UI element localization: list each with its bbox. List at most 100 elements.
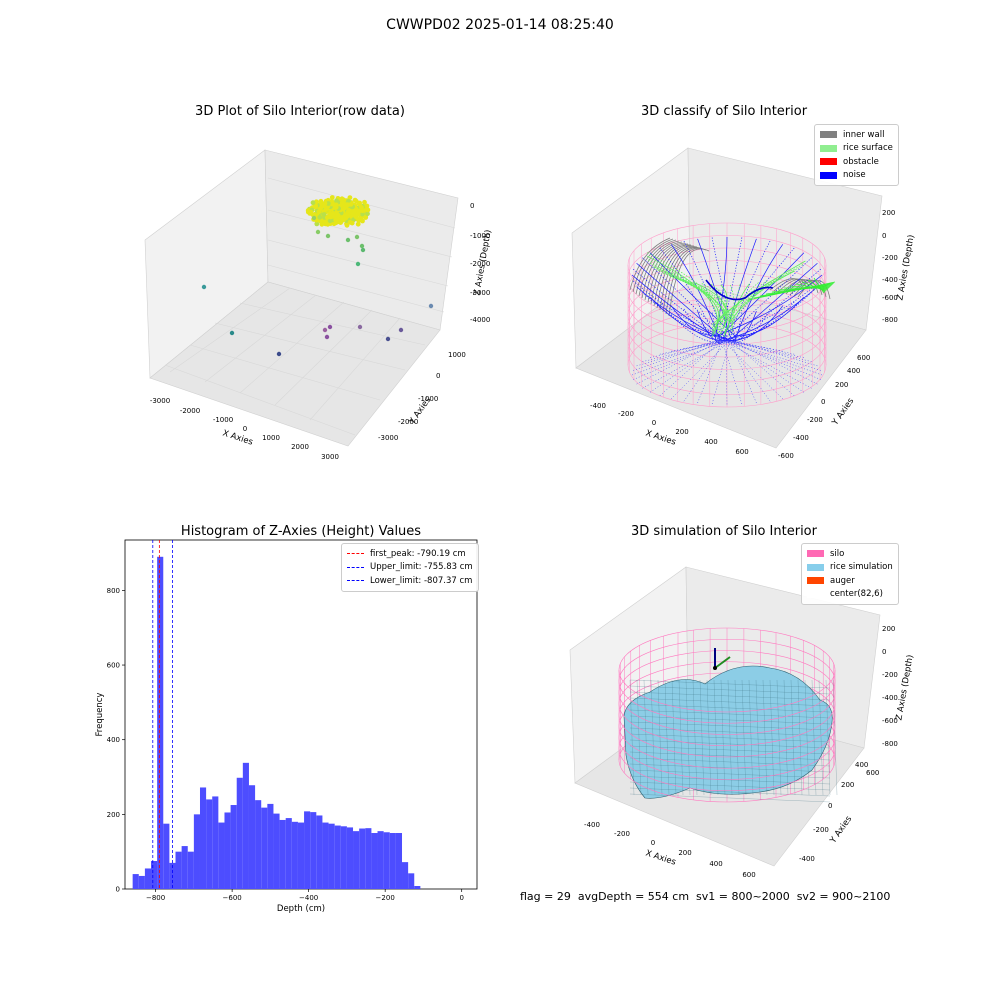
- auger-blade: [714, 656, 731, 669]
- noise-trace: [683, 339, 727, 402]
- histogram-bar: [175, 851, 182, 889]
- noise-trace: [719, 237, 743, 343]
- x-tick-label: -400: [590, 402, 606, 410]
- silo-wire-ring: [618, 737, 836, 780]
- data-point: [325, 233, 331, 239]
- z-tick-label: 0: [882, 648, 886, 656]
- histogram-bar: [206, 799, 213, 889]
- data-point: [201, 284, 207, 290]
- rice-surface-trace: [715, 264, 804, 329]
- noise-trace: [642, 339, 731, 362]
- figure-title: CWWPD02 2025-01-14 08:25:40: [386, 17, 614, 33]
- z-tick-label: 0: [470, 202, 474, 210]
- data-point: [348, 201, 354, 207]
- rice-surface-trace: [727, 284, 741, 326]
- inner-wall-trace: [641, 241, 683, 299]
- noise-trace: [671, 339, 731, 399]
- x-tick-label: 200: [678, 849, 691, 857]
- rice-surface-trace: [711, 284, 728, 332]
- inner-wall-trace: [668, 248, 710, 317]
- rice-surface-trace: [715, 280, 768, 332]
- data-point: [329, 201, 335, 207]
- data-point: [317, 214, 323, 220]
- data-point: [360, 218, 365, 224]
- x-tick-label: 0: [651, 839, 655, 847]
- x-tick-label: −600: [223, 894, 242, 902]
- z-tick-label: -600: [882, 294, 898, 302]
- histogram-bar: [402, 862, 409, 889]
- data-point: [229, 330, 235, 336]
- surface-mesh-line: [755, 679, 761, 796]
- data-point: [339, 200, 345, 206]
- x-tick-label: 3000: [321, 453, 339, 461]
- data-point: [322, 218, 328, 224]
- silo-wire-ring: [618, 669, 836, 713]
- noise-trace: [697, 339, 723, 404]
- classify-plot-title: 3D classify of Silo Interior: [640, 104, 808, 119]
- data-point: [355, 221, 361, 227]
- legend-item-inner-wall: inner wall: [820, 128, 893, 142]
- legend-label: rice surface: [843, 143, 893, 154]
- data-point: [356, 201, 362, 207]
- y-tick-label: -400: [799, 855, 815, 863]
- surface-mesh-line: [825, 679, 831, 796]
- histogram-bar: [151, 861, 158, 889]
- surface-mesh-line: [741, 679, 747, 796]
- data-point: [310, 200, 316, 206]
- histogram-bar: [132, 874, 139, 889]
- y-tick-label: 0: [436, 372, 440, 380]
- histogram-bar: [297, 822, 305, 889]
- noise-trace: [705, 279, 774, 301]
- data-point: [355, 261, 361, 267]
- raw-plot-axes: [144, 149, 459, 447]
- rice-surface-trace: [723, 283, 750, 338]
- z-tick-label: -800: [882, 740, 898, 748]
- inner-wall-trace: [656, 246, 698, 309]
- histogram-bar: [377, 831, 384, 889]
- x-axis-label: X Axies: [644, 428, 677, 447]
- surface-mesh-line: [734, 679, 740, 796]
- surface-mesh-line: [776, 679, 782, 796]
- data-point: [360, 211, 365, 217]
- x-axis-label: X Axies: [221, 428, 254, 447]
- histogram-bar: [291, 821, 298, 889]
- z-tick-label: -800: [882, 316, 898, 324]
- legend-item-rice-simulation: rice simulation: [807, 561, 893, 575]
- surface-mesh-line: [699, 679, 705, 796]
- surface-mesh-line: [818, 679, 824, 796]
- histogram-bar: [218, 822, 225, 889]
- surface-mesh-line: [629, 715, 831, 725]
- data-point: [313, 203, 319, 209]
- surface-mesh-line: [650, 679, 656, 796]
- z-axis-label: Z Axies (Depth): [895, 234, 916, 301]
- legend-swatch: [820, 144, 837, 152]
- histogram-bar: [163, 823, 170, 889]
- y-tick-label: 200: [835, 381, 848, 389]
- inner-wall-trace: [632, 238, 674, 293]
- noise-trace: [729, 240, 771, 339]
- legend-item-lower-limit: Lower_limit: -807.37 cm: [347, 574, 473, 588]
- surface-mesh-line: [804, 679, 810, 796]
- surface-mesh-line: [629, 727, 831, 737]
- noise-trace: [734, 297, 805, 337]
- z-axis-label: Z Axies (Depth): [894, 654, 915, 721]
- data-point: [346, 208, 352, 213]
- rice-surface-trace: [789, 285, 829, 290]
- rice-simulation-surface: [623, 665, 833, 799]
- data-point: [339, 196, 345, 202]
- data-point: [321, 212, 327, 217]
- histogram-bar: [304, 811, 311, 889]
- y-tick-label: 400: [107, 736, 120, 744]
- x-tick-label: −400: [299, 894, 318, 902]
- histogram-bar: [353, 831, 360, 889]
- noise-trace: [729, 263, 818, 341]
- data-point: [331, 221, 337, 227]
- classify-point-cloud: [627, 222, 836, 408]
- data-point: [317, 218, 323, 224]
- surface-mesh-line: [636, 679, 642, 796]
- x-tick-label: -200: [614, 830, 630, 838]
- legend-item-upper-limit: Upper_limit: -755.83 cm: [347, 561, 473, 575]
- histogram-bar: [187, 851, 194, 889]
- rice-surface-trace: [701, 283, 726, 338]
- legend-item-noise: noise: [820, 169, 893, 183]
